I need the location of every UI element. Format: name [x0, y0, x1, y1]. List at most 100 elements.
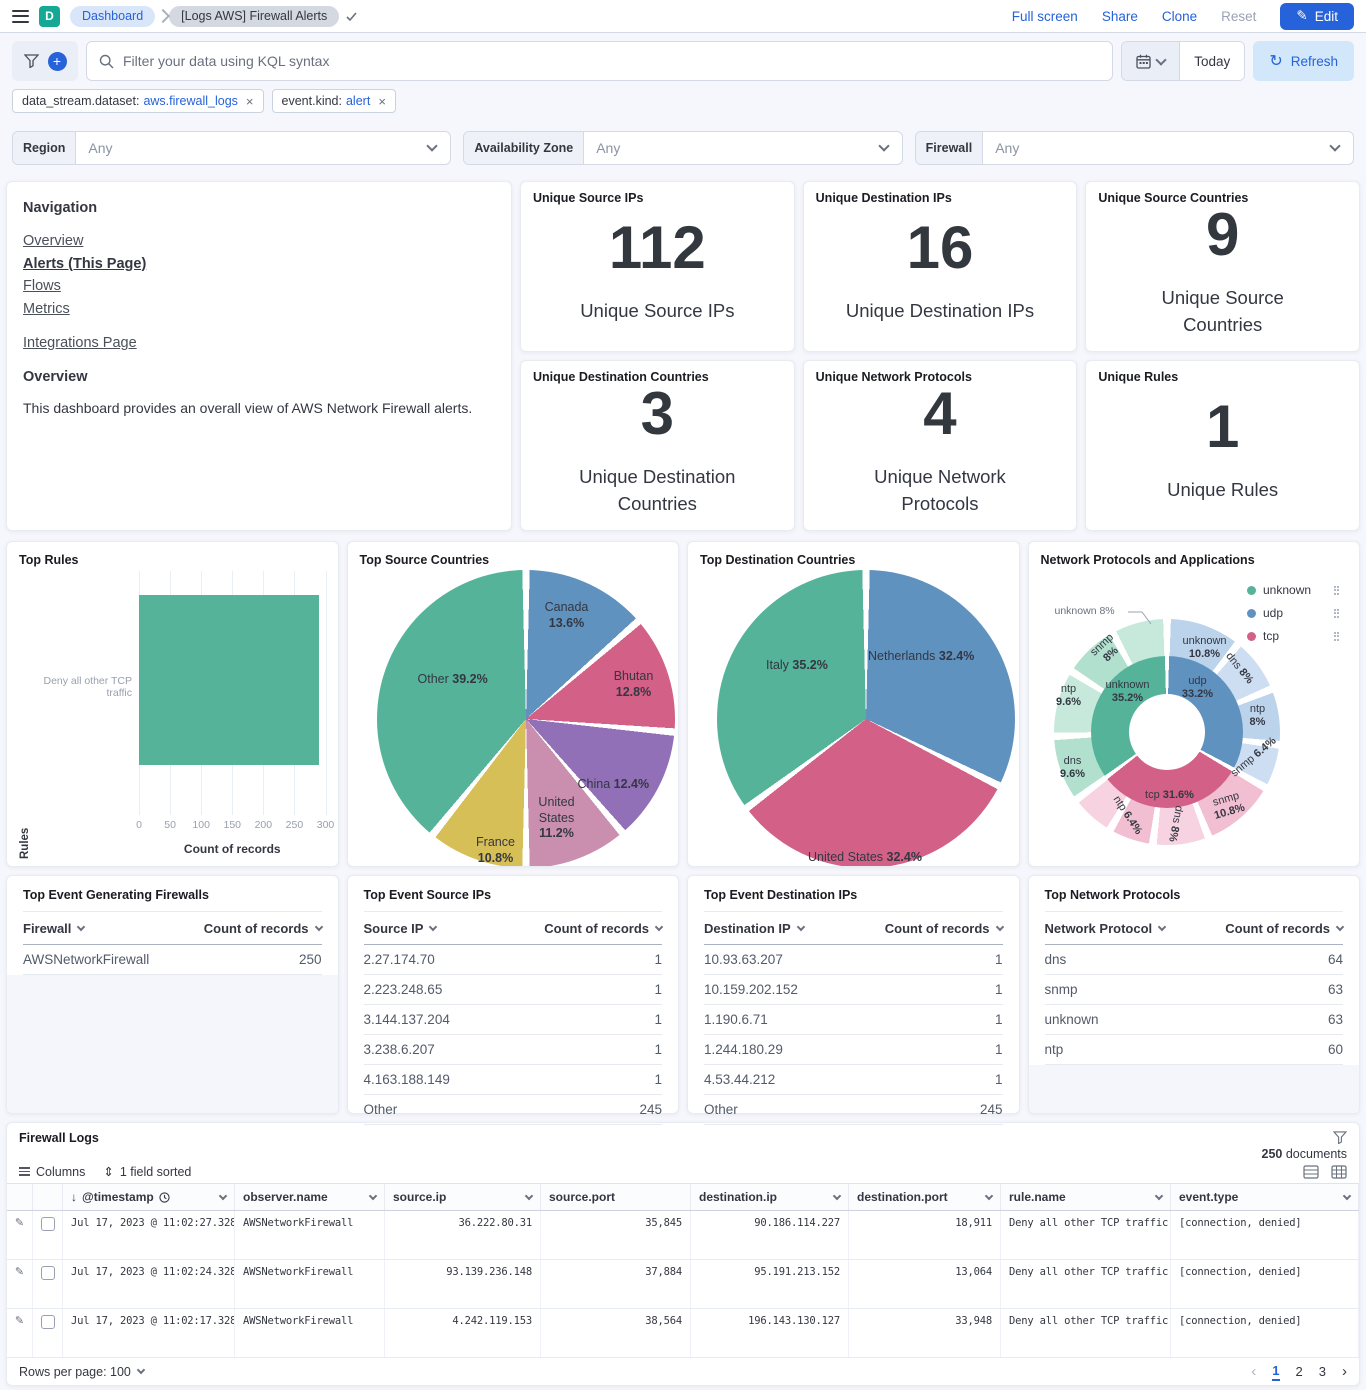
legend-actions-icon[interactable] — [1333, 631, 1339, 641]
refresh-icon: ↻ — [1269, 53, 1283, 70]
full-screen-link[interactable]: Full screen — [1011, 8, 1078, 24]
col-header-destination-port[interactable]: destination.port — [849, 1184, 1001, 1210]
chevron-down-icon — [1157, 922, 1167, 932]
page-1-button[interactable]: 1 — [1272, 1363, 1280, 1381]
firewall-select[interactable]: Firewall Any — [914, 131, 1354, 165]
legend-item-tcp[interactable]: tcp — [1247, 629, 1339, 643]
close-icon[interactable]: × — [245, 93, 254, 109]
add-filter-button[interactable]: + — [47, 51, 67, 71]
row-checkbox[interactable] — [40, 1217, 55, 1231]
chevron-down-icon — [877, 140, 890, 152]
nav-link-flows[interactable]: Flows — [23, 278, 61, 295]
col-header-event-type[interactable]: event.type — [1171, 1184, 1359, 1210]
chevron-down-icon — [832, 1191, 842, 1201]
sort-fields-button[interactable]: ⇕ 1 field sorted — [103, 1164, 192, 1180]
availability-zone-select[interactable]: Availability Zone Any — [463, 131, 903, 165]
legend-dot — [1247, 585, 1256, 595]
breadcrumb-separator-icon — [157, 6, 167, 27]
column-header-count[interactable]: Count of records — [1225, 921, 1345, 936]
plot-area — [139, 571, 327, 815]
filter-controls-group: + — [12, 41, 78, 81]
clone-link[interactable]: Clone — [1161, 8, 1198, 24]
legend-actions-icon[interactable] — [1333, 608, 1339, 618]
page-2-button[interactable]: 2 — [1295, 1364, 1303, 1379]
check-icon[interactable] — [345, 10, 358, 23]
expand-row-icon[interactable]: ✎ — [14, 1315, 25, 1327]
column-header-network-protocol[interactable]: Network Protocol — [1045, 921, 1167, 936]
col-header-source-port[interactable]: source.port — [541, 1184, 691, 1210]
density-grid-icon[interactable] — [1331, 1164, 1347, 1179]
navigation-panel: Navigation Overview Alerts (This Page) F… — [6, 181, 512, 531]
metric-value: 1 — [1205, 393, 1240, 461]
legend-item-udp[interactable]: udp — [1247, 606, 1339, 620]
row-checkbox[interactable] — [40, 1315, 55, 1329]
legend-item-unknown[interactable]: unknown — [1247, 583, 1339, 597]
column-header-firewall[interactable]: Firewall — [23, 921, 86, 936]
col-header-timestamp[interactable]: ↓ @timestamp — [63, 1184, 235, 1210]
pie-chart[interactable] — [376, 570, 675, 866]
prev-page-button[interactable]: ‹ — [1251, 1363, 1257, 1380]
funnel-icon[interactable] — [1333, 1131, 1347, 1144]
page-3-button[interactable]: 3 — [1318, 1364, 1326, 1379]
filter-funnel-button[interactable] — [23, 54, 39, 68]
breadcrumb-current-title[interactable]: [Logs AWS] Firewall Alerts — [169, 5, 340, 27]
table-row: 3.238.6.207 1 — [363, 1035, 662, 1065]
expand-row-icon[interactable]: ✎ — [14, 1266, 25, 1278]
column-header-count[interactable]: Count of records — [885, 921, 1004, 936]
metric-label: Unique Source Countries — [1161, 286, 1284, 335]
share-link[interactable]: Share — [1101, 8, 1138, 24]
table-row: ntp 60 — [1044, 1035, 1343, 1065]
region-select[interactable]: Region Any — [12, 131, 452, 165]
nav-link-alerts[interactable]: Alerts (This Page) — [23, 255, 147, 272]
x-axis-ticks: 0 50 100 150 200 250 300 — [136, 819, 335, 831]
logs-data-grid: ↓ @timestamp observer.name source.ip sou… — [7, 1183, 1359, 1358]
pie-chart[interactable] — [717, 570, 1015, 866]
col-header-source-ip[interactable]: source.ip — [385, 1184, 541, 1210]
edit-button[interactable]: ✎ Edit — [1280, 2, 1354, 30]
reset-link[interactable]: Reset — [1221, 8, 1257, 24]
next-page-button[interactable]: › — [1342, 1363, 1347, 1380]
column-header-count[interactable]: Count of records — [544, 921, 664, 936]
nav-link-integrations[interactable]: Integrations Page — [23, 335, 137, 352]
metric-label: Unique Source IPs — [580, 300, 735, 322]
breadcrumb-dashboard[interactable]: Dashboard — [70, 5, 156, 27]
expand-row-icon[interactable]: ✎ — [14, 1217, 25, 1229]
column-header-count[interactable]: Count of records — [204, 921, 323, 936]
metric-unique-source-countries: Unique Source Countries 9 Unique Source … — [1085, 181, 1360, 352]
dashboard-controls: Region Any Availability Zone Any Firewal… — [12, 131, 1354, 165]
chevron-down-icon — [984, 1191, 994, 1201]
row-checkbox[interactable] — [40, 1266, 55, 1280]
nav-link-metrics[interactable]: Metrics — [23, 300, 70, 317]
menu-icon[interactable] — [12, 9, 29, 23]
pie-slice-label: Canada 13.6% — [544, 600, 589, 630]
today-button[interactable]: Today — [1180, 42, 1245, 80]
legend-actions-icon[interactable] — [1333, 585, 1339, 595]
metric-value: 3 — [640, 379, 675, 447]
bar-deny-all-other-tcp-traffic[interactable] — [139, 595, 320, 765]
pagination: ‹ 1 2 3 › — [1251, 1363, 1347, 1381]
filter-pill-dataset[interactable]: data_stream.dataset: aws.firewall_logs × — [12, 89, 264, 113]
density-compact-icon[interactable] — [1303, 1164, 1319, 1179]
search-input[interactable] — [123, 53, 1101, 69]
log-row: ✎ Jul 17, 2023 @ 11:02:17.328 AWSNetwork… — [7, 1309, 1359, 1358]
metric-unique-destination-countries: Unique Destination Countries 3 Unique De… — [520, 360, 795, 531]
date-picker-button[interactable] — [1122, 42, 1181, 80]
metric-value: 4 — [923, 379, 957, 447]
columns-button[interactable]: Columns — [19, 1165, 85, 1179]
nav-link-overview[interactable]: Overview — [23, 233, 84, 249]
col-header-rule-name[interactable]: rule.name — [1001, 1184, 1171, 1210]
rows-per-page-button[interactable]: Rows per page: 100 — [19, 1365, 146, 1379]
col-header-observer-name[interactable]: observer.name — [235, 1184, 385, 1210]
filter-pill-event-kind[interactable]: event.kind: alert × — [271, 89, 396, 113]
header-expand-column — [7, 1184, 33, 1210]
col-header-destination-ip[interactable]: destination.ip — [691, 1184, 849, 1210]
chevron-down-icon — [314, 922, 323, 932]
column-header-destination-ip[interactable]: Destination IP — [704, 921, 805, 936]
pie-slice-label: United States 11.2% — [538, 795, 575, 841]
table-row: 2.27.174.70 1 — [363, 945, 662, 975]
metric-value: 9 — [1205, 200, 1240, 268]
app-logo[interactable]: D — [39, 5, 60, 27]
refresh-button[interactable]: ↻ Refresh — [1253, 41, 1354, 81]
close-icon[interactable]: × — [378, 93, 386, 109]
column-header-source-ip[interactable]: Source IP — [364, 921, 438, 936]
